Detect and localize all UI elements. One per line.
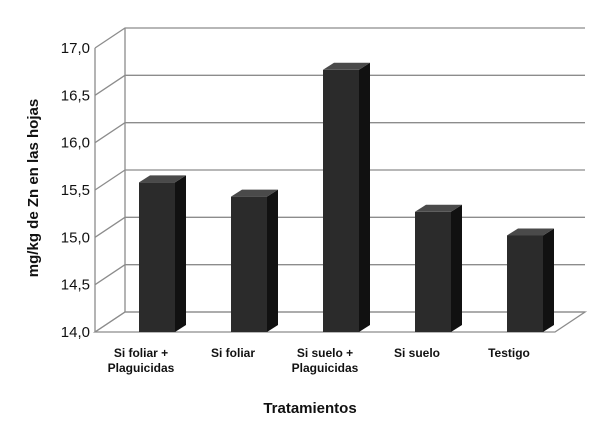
chart-floor	[92, 311, 588, 333]
bar-front	[231, 196, 267, 332]
bar	[231, 189, 278, 332]
bar-front	[139, 182, 175, 332]
y-tick-label: 14,0	[61, 324, 90, 341]
y-tick-label: 14,5	[61, 277, 90, 294]
bar-side	[175, 175, 186, 332]
y-tick-label: 15,5	[61, 182, 90, 199]
bar	[507, 228, 554, 332]
x-axis-title: Tratamientos	[263, 400, 356, 417]
bar-side	[543, 228, 554, 332]
bar	[323, 62, 370, 333]
bar-side	[359, 62, 370, 332]
y-tick-label: 16,5	[61, 87, 90, 104]
x-category-label: Si suelo + Plaguicidas	[292, 346, 359, 375]
bar	[415, 204, 462, 332]
x-category-labels: Si foliar + Plaguicidas Si foliar Si suelo …	[108, 346, 530, 375]
y-tick-label: 16,0	[61, 135, 90, 152]
bars	[139, 62, 554, 333]
bar-front	[323, 69, 359, 333]
bar-top	[415, 204, 462, 212]
x-category-label: Si suelo	[394, 346, 440, 360]
y-axis-title: mg/kg de Zn en las hojas	[25, 99, 42, 277]
gridline	[94, 27, 585, 49]
bar	[139, 175, 186, 332]
bar-top	[507, 228, 554, 236]
bar-top	[231, 189, 278, 197]
grid-layer	[92, 27, 588, 333]
x-category-label: Testigo	[488, 346, 530, 360]
bar-front	[415, 211, 451, 332]
bar-top	[139, 175, 186, 183]
x-category-label: Si foliar	[211, 346, 255, 360]
y-tick-labels: 14,0 14,5 15,0 15,5 16,0 16,5 17,0	[61, 40, 90, 341]
bar-side	[267, 189, 278, 332]
y-tick-label: 17,0	[61, 40, 90, 57]
bar-side	[451, 204, 462, 332]
y-tick-label: 15,0	[61, 229, 90, 246]
bar-front	[507, 235, 543, 332]
x-category-label: Si foliar + Plaguicidas	[108, 346, 175, 375]
bar-top	[323, 62, 370, 70]
